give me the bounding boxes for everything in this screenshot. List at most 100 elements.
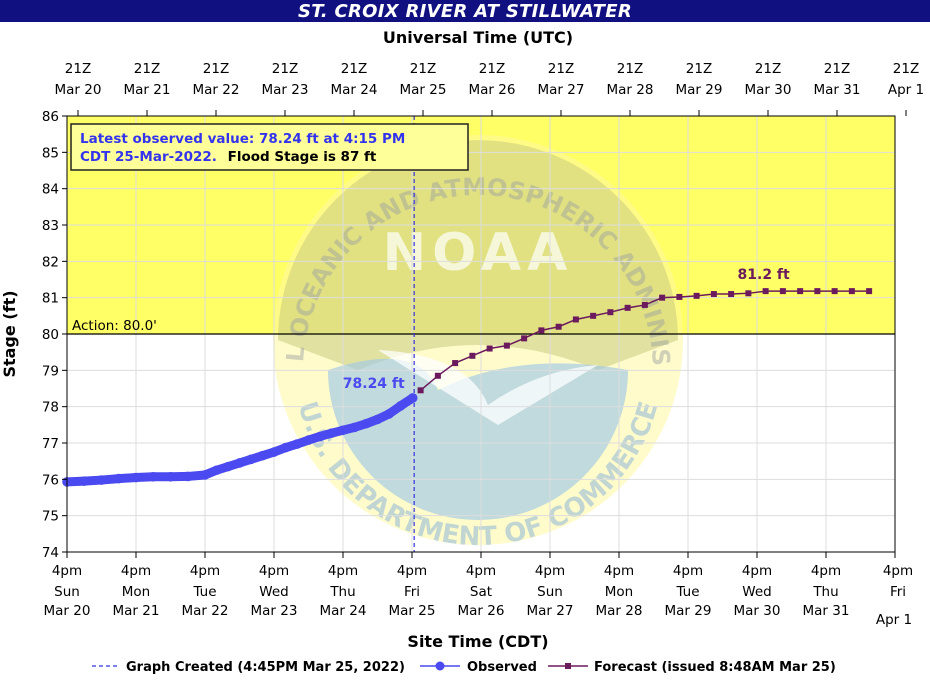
observed-point [292,439,302,449]
bottom-tick-label-date: Mar 29 [665,603,712,619]
top-tick-label-date: Mar 27 [538,82,585,98]
forecast-point [814,288,821,295]
forecast-point [797,288,804,295]
top-tick-label-time: 21Z [479,61,505,77]
bottom-tick-label-date: Mar 23 [251,603,298,619]
observed-point [361,418,371,429]
bottom-tick-label-date: Apr 1 [876,612,912,628]
bottom-tick-label-day: Tue [192,584,216,600]
top-tick-label-date: Mar 26 [469,82,516,98]
bottom-tick-label-time: 4pm [259,563,289,579]
bottom-tick-label-date: Mar 25 [389,603,436,619]
forecast-point [693,292,700,299]
observed-point [280,442,291,453]
action-stage: Action: 80.0' [67,318,895,335]
top-tick-label-time: 21Z [65,61,91,77]
annotation-date: CDT 25-Mar-2022. [80,149,217,165]
bottom-tick-label-date: Mar 27 [527,603,574,619]
y-tick-label: 86 [42,109,59,125]
bottom-tick-label-date: Mar 26 [458,603,505,619]
top-tick-label-time: 21Z [755,61,781,77]
top-tick-label-date: Mar 31 [814,82,861,98]
observed-point [79,476,90,486]
bottom-tick-label-day: Sun [54,584,80,600]
forecast-point [848,288,855,295]
bottom-tick-label-date: Mar 20 [44,603,91,619]
bottom-tick-label-time: 4pm [604,563,634,579]
top-tick-label-time: 21Z [272,61,298,77]
forecast-peak-value-label: 81.2 ft [738,267,791,283]
top-tick-label-date: Mar 20 [55,82,102,98]
forecast-point [572,316,579,323]
watermark-upper-half [278,140,678,370]
forecast-point [728,291,735,298]
y-tick-label: 74 [42,545,59,561]
bottom-tick-label-day: Wed [259,584,288,600]
y-tick-label: 85 [42,145,59,161]
observed-point [234,458,245,468]
legend-forecast-label: Forecast (issued 8:48AM Mar 25) [594,660,836,675]
chart-title: ST. CROIX RIVER AT STILLWATER [297,0,633,22]
observed-point [211,465,222,476]
y-tick-label: 80 [42,327,59,343]
observed-point [407,393,418,403]
forecast-point [745,290,752,297]
top-tick-label-time: 21Z [203,61,229,77]
x-axis-title: Site Time (CDT) [407,632,548,651]
bottom-tick-label-day: Wed [742,584,771,600]
bottom-tick-label-time: 4pm [673,563,703,579]
observed-last-value-label: 78.24 ft [343,376,405,392]
bottom-tick-label-date: Mar 21 [113,603,160,619]
forecast-point [624,304,631,311]
annotation-flood-stage: Flood Stage is 87 ft [228,149,377,165]
bottom-tick-label-time: 4pm [328,563,358,579]
forecast-series [417,288,873,394]
top-tick-label-date: Mar 25 [400,82,447,98]
top-tick-label-date: Mar 29 [676,82,723,98]
y-axis: 74 75 76 77 78 79 80 81 82 83 84 85 86 [42,109,67,561]
bottom-tick-label-day: Thu [329,584,355,600]
observed-point [349,422,360,433]
chart-title-bar: ST. CROIX RIVER AT STILLWATER [0,0,930,22]
bottom-tick-label-day: Mon [122,584,150,600]
legend-observed-swatch-dot [435,661,445,671]
forecast-point [417,387,424,394]
bottom-tick-label-day: Thu [812,584,838,600]
bottom-tick-label-time: 4pm [883,563,913,579]
bottom-tick-label-date: Mar 28 [596,603,643,619]
bottom-cdt-axis: 4pm Sun Mar 20 4pm Mon Mar 21 4pm Tue Mar 22 4pm W… [44,552,913,628]
bottom-tick-label-day: Fri [890,584,906,600]
observed-point [338,425,348,436]
observed-point [182,471,193,482]
legend: Graph Created (4:45PM Mar 25, 2022) Obser… [92,660,836,675]
observed-point [223,461,233,472]
forecast-point [831,288,838,295]
observed-point [165,471,176,482]
legend-forecast-swatch-marker [565,663,571,669]
top-axis-title: Universal Time (UTC) [383,28,573,47]
y-tick-label: 79 [42,363,59,379]
top-tick-label-date: Mar 21 [124,82,171,98]
top-tick-label-time: 21Z [824,61,850,77]
action-stage-label: Action: 80.0' [72,318,157,334]
bottom-tick-label-day: Tue [675,584,699,600]
annotation-box [70,123,469,171]
top-tick-label-date: Apr 1 [888,82,924,98]
observed-point [200,470,210,480]
annotation-line-1: Latest observed value: 78.24 ft at 4:15 … [80,131,405,147]
top-tick-label-time: 21Z [548,61,574,77]
forecast-point [486,345,493,352]
bottom-tick-label-time: 4pm [535,563,565,579]
forecast-point [538,327,545,334]
forecast-point [607,309,614,316]
bottom-tick-label-time: 4pm [121,563,151,579]
forecast-point [434,372,441,379]
watermark-center-text: NOAA [383,223,574,283]
bottom-tick-label-time: 4pm [466,563,496,579]
forecast-point [779,288,786,295]
y-tick-label: 81 [42,291,59,307]
y-tick-label: 77 [42,436,59,452]
top-tick-label-date: Mar 30 [745,82,792,98]
observed-point [148,471,159,482]
